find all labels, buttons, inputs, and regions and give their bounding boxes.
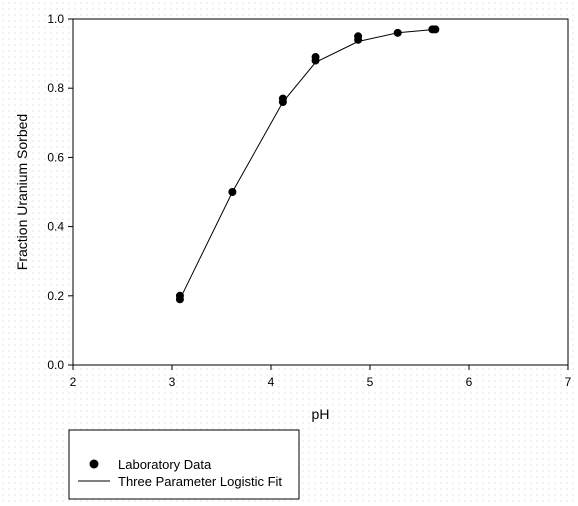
legend-label-laboratory-data: Laboratory Data — [118, 457, 212, 472]
data-point — [278, 94, 287, 103]
data-point — [311, 53, 320, 62]
x-axis-title: pH — [312, 406, 330, 422]
plot-area — [72, 18, 569, 366]
x-axis-ticks: 2 3 4 5 6 7 — [70, 365, 572, 389]
data-point — [354, 32, 363, 41]
x-tick-label: 4 — [268, 375, 275, 389]
x-tick-label: 3 — [169, 375, 176, 389]
legend: Laboratory Data Three Parameter Logistic… — [68, 429, 300, 500]
legend-marker-laboratory-data — [89, 459, 99, 469]
data-point — [393, 28, 402, 37]
x-tick-label: 7 — [565, 375, 572, 389]
y-axis-ticks: 0.0 0.2 0.4 0.6 0.8 1.0 — [47, 12, 73, 372]
legend-box — [68, 429, 300, 500]
data-point — [175, 291, 184, 300]
legend-label-logistic-fit: Three Parameter Logistic Fit — [118, 474, 282, 489]
y-tick-label: 0.8 — [47, 81, 64, 95]
x-tick-label: 2 — [70, 375, 77, 389]
x-tick-label: 5 — [367, 375, 374, 389]
y-tick-label: 0.4 — [47, 220, 64, 234]
series-layer — [175, 25, 440, 304]
y-tick-label: 0.2 — [47, 289, 64, 303]
y-tick-label: 0.0 — [47, 358, 64, 372]
data-point — [228, 188, 237, 196]
y-tick-label: 1.0 — [47, 12, 64, 26]
y-axis-title: Fraction Uranium Sorbed — [14, 114, 30, 270]
data-point — [431, 25, 440, 34]
y-tick-label: 0.6 — [47, 150, 64, 164]
x-tick-label: 6 — [466, 375, 473, 389]
